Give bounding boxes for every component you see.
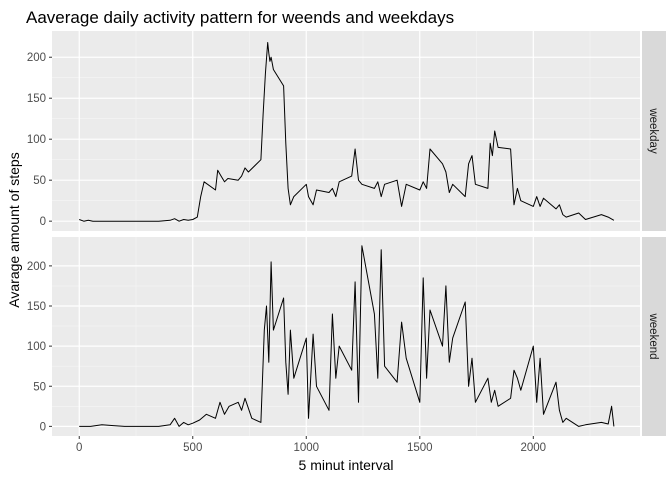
y-tick-label: 50 bbox=[33, 381, 46, 393]
facet-strip-label: weekday bbox=[647, 107, 659, 154]
x-tick-label: 0 bbox=[76, 442, 82, 454]
y-tick-label: 150 bbox=[27, 93, 46, 105]
facet-weekday: 0 50 100 150 200 weekday bbox=[27, 31, 666, 231]
y-tick-label: 200 bbox=[27, 52, 46, 64]
x-axis-title: 5 minut interval bbox=[299, 457, 394, 473]
series-line-weekday bbox=[79, 42, 615, 222]
y-tick-label: 0 bbox=[40, 421, 46, 433]
x-tick-label: 1000 bbox=[293, 442, 319, 454]
y-axis-title: Avarage amount of steps bbox=[6, 152, 22, 307]
facet-strip bbox=[642, 31, 666, 231]
x-tick-label: 1500 bbox=[407, 442, 433, 454]
y-tick-label: 150 bbox=[27, 301, 46, 313]
y-tick-label: 0 bbox=[40, 216, 46, 228]
facet-strip-label: weekend bbox=[647, 312, 659, 359]
chart-title: Aaverage daily activity pattern for ween… bbox=[26, 8, 454, 27]
y-tick-label: 50 bbox=[33, 175, 46, 187]
facet-strip bbox=[642, 237, 666, 436]
x-tick-label: 2000 bbox=[521, 442, 547, 454]
panel-background bbox=[52, 237, 640, 436]
series-line-weekend bbox=[79, 245, 615, 427]
y-tick-label: 100 bbox=[27, 134, 46, 146]
y-tick-label: 200 bbox=[27, 261, 46, 273]
x-tick-label: 500 bbox=[183, 442, 202, 454]
facet-weekend: 0 50 100 150 200 weekend 0 500 1000 1500 2000 bbox=[27, 237, 666, 454]
y-tick-label: 100 bbox=[27, 341, 46, 353]
panel-background bbox=[52, 31, 640, 231]
facet-panels: 0 50 100 150 200 weekday 0 50 100 150 200 weekend 0 5… bbox=[27, 31, 666, 454]
